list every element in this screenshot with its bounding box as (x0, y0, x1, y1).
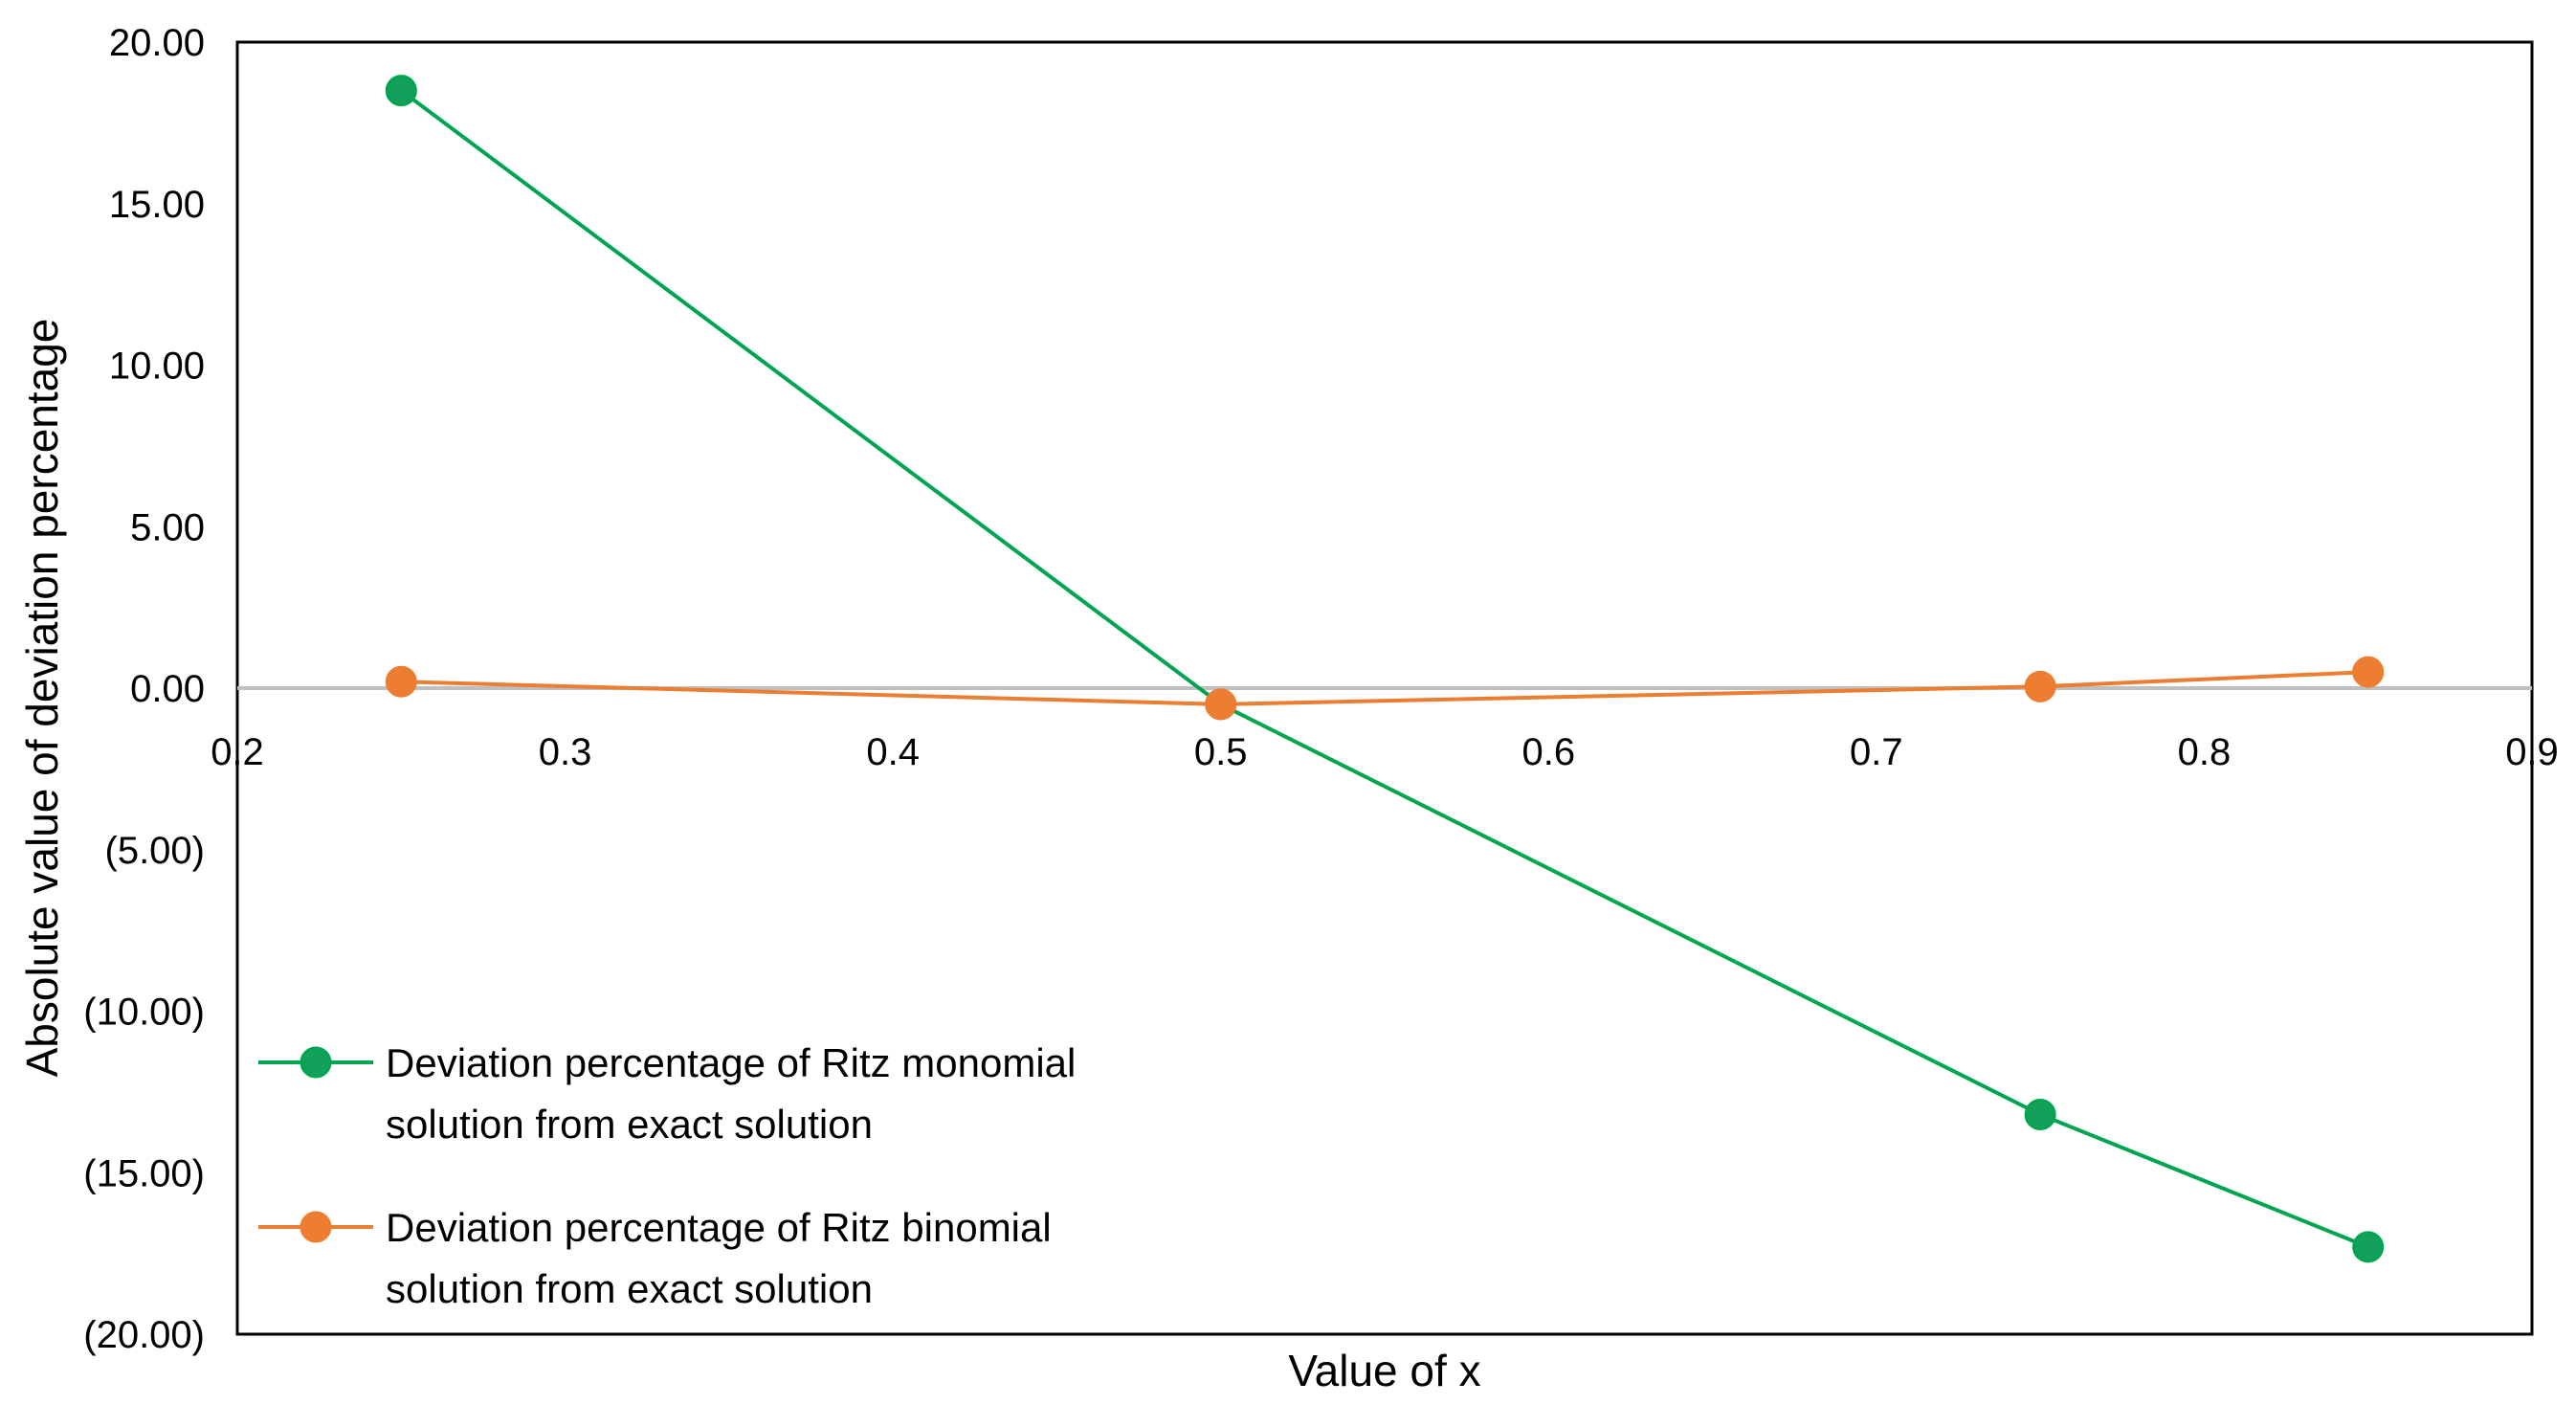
legend-label: solution from exact solution (386, 1102, 873, 1147)
x-tick-label: 0.5 (1194, 731, 1248, 773)
x-axis-title: Value of x (1288, 1346, 1480, 1395)
series-1-point (385, 75, 417, 107)
series-1-point (2352, 1231, 2385, 1263)
legend-marker-2 (300, 1211, 332, 1243)
series-2-point (1205, 688, 1237, 721)
x-tick-label: 0.7 (1850, 731, 1903, 773)
y-tick-label: 10.00 (109, 346, 205, 388)
y-tick-label: (15.00) (83, 1152, 205, 1194)
legend-label: Deviation percentage of Ritz binomial (386, 1205, 1052, 1250)
x-tick-label: 0.3 (539, 731, 592, 773)
x-tick-label: 0.9 (2505, 731, 2559, 773)
legend-label: Deviation percentage of Ritz monomial (386, 1040, 1076, 1085)
x-tick-label: 0.6 (1521, 731, 1575, 773)
series-2-point (385, 665, 417, 698)
y-axis-title: Absolute value of deviation percentage (17, 319, 67, 1078)
y-tick-label: (20.00) (83, 1314, 205, 1356)
legend: Deviation percentage of Ritz monomial sol… (258, 1040, 1076, 1311)
y-tick-label: 0.00 (130, 668, 205, 710)
series-2-point (2352, 656, 2385, 688)
series-line-1 (400, 88, 2369, 1249)
y-tick-label: 20.00 (109, 22, 205, 64)
x-tick-labels: 0.2 0.3 0.4 0.5 0.6 0.7 0.8 0.9 (211, 731, 2559, 773)
x-tick-label: 0.8 (2178, 731, 2232, 773)
x-tick-label: 0.2 (211, 731, 264, 773)
legend-label: solution from exact solution (386, 1266, 873, 1311)
y-tick-labels: 20.00 15.00 10.00 5.00 0.00 (5.00) (10.00) (15.… (83, 22, 205, 1356)
y-tick-label: (10.00) (83, 992, 205, 1034)
series-1-point (2024, 1099, 2056, 1130)
y-tick-label: (5.00) (105, 830, 206, 872)
series-2-point (2024, 670, 2056, 702)
series-group (385, 75, 2385, 1263)
x-tick-label: 0.4 (866, 731, 920, 773)
y-tick-label: 5.00 (130, 506, 205, 548)
legend-marker-1 (300, 1046, 332, 1079)
y-tick-label: 15.00 (109, 184, 205, 226)
series-line-2 (401, 670, 2368, 706)
